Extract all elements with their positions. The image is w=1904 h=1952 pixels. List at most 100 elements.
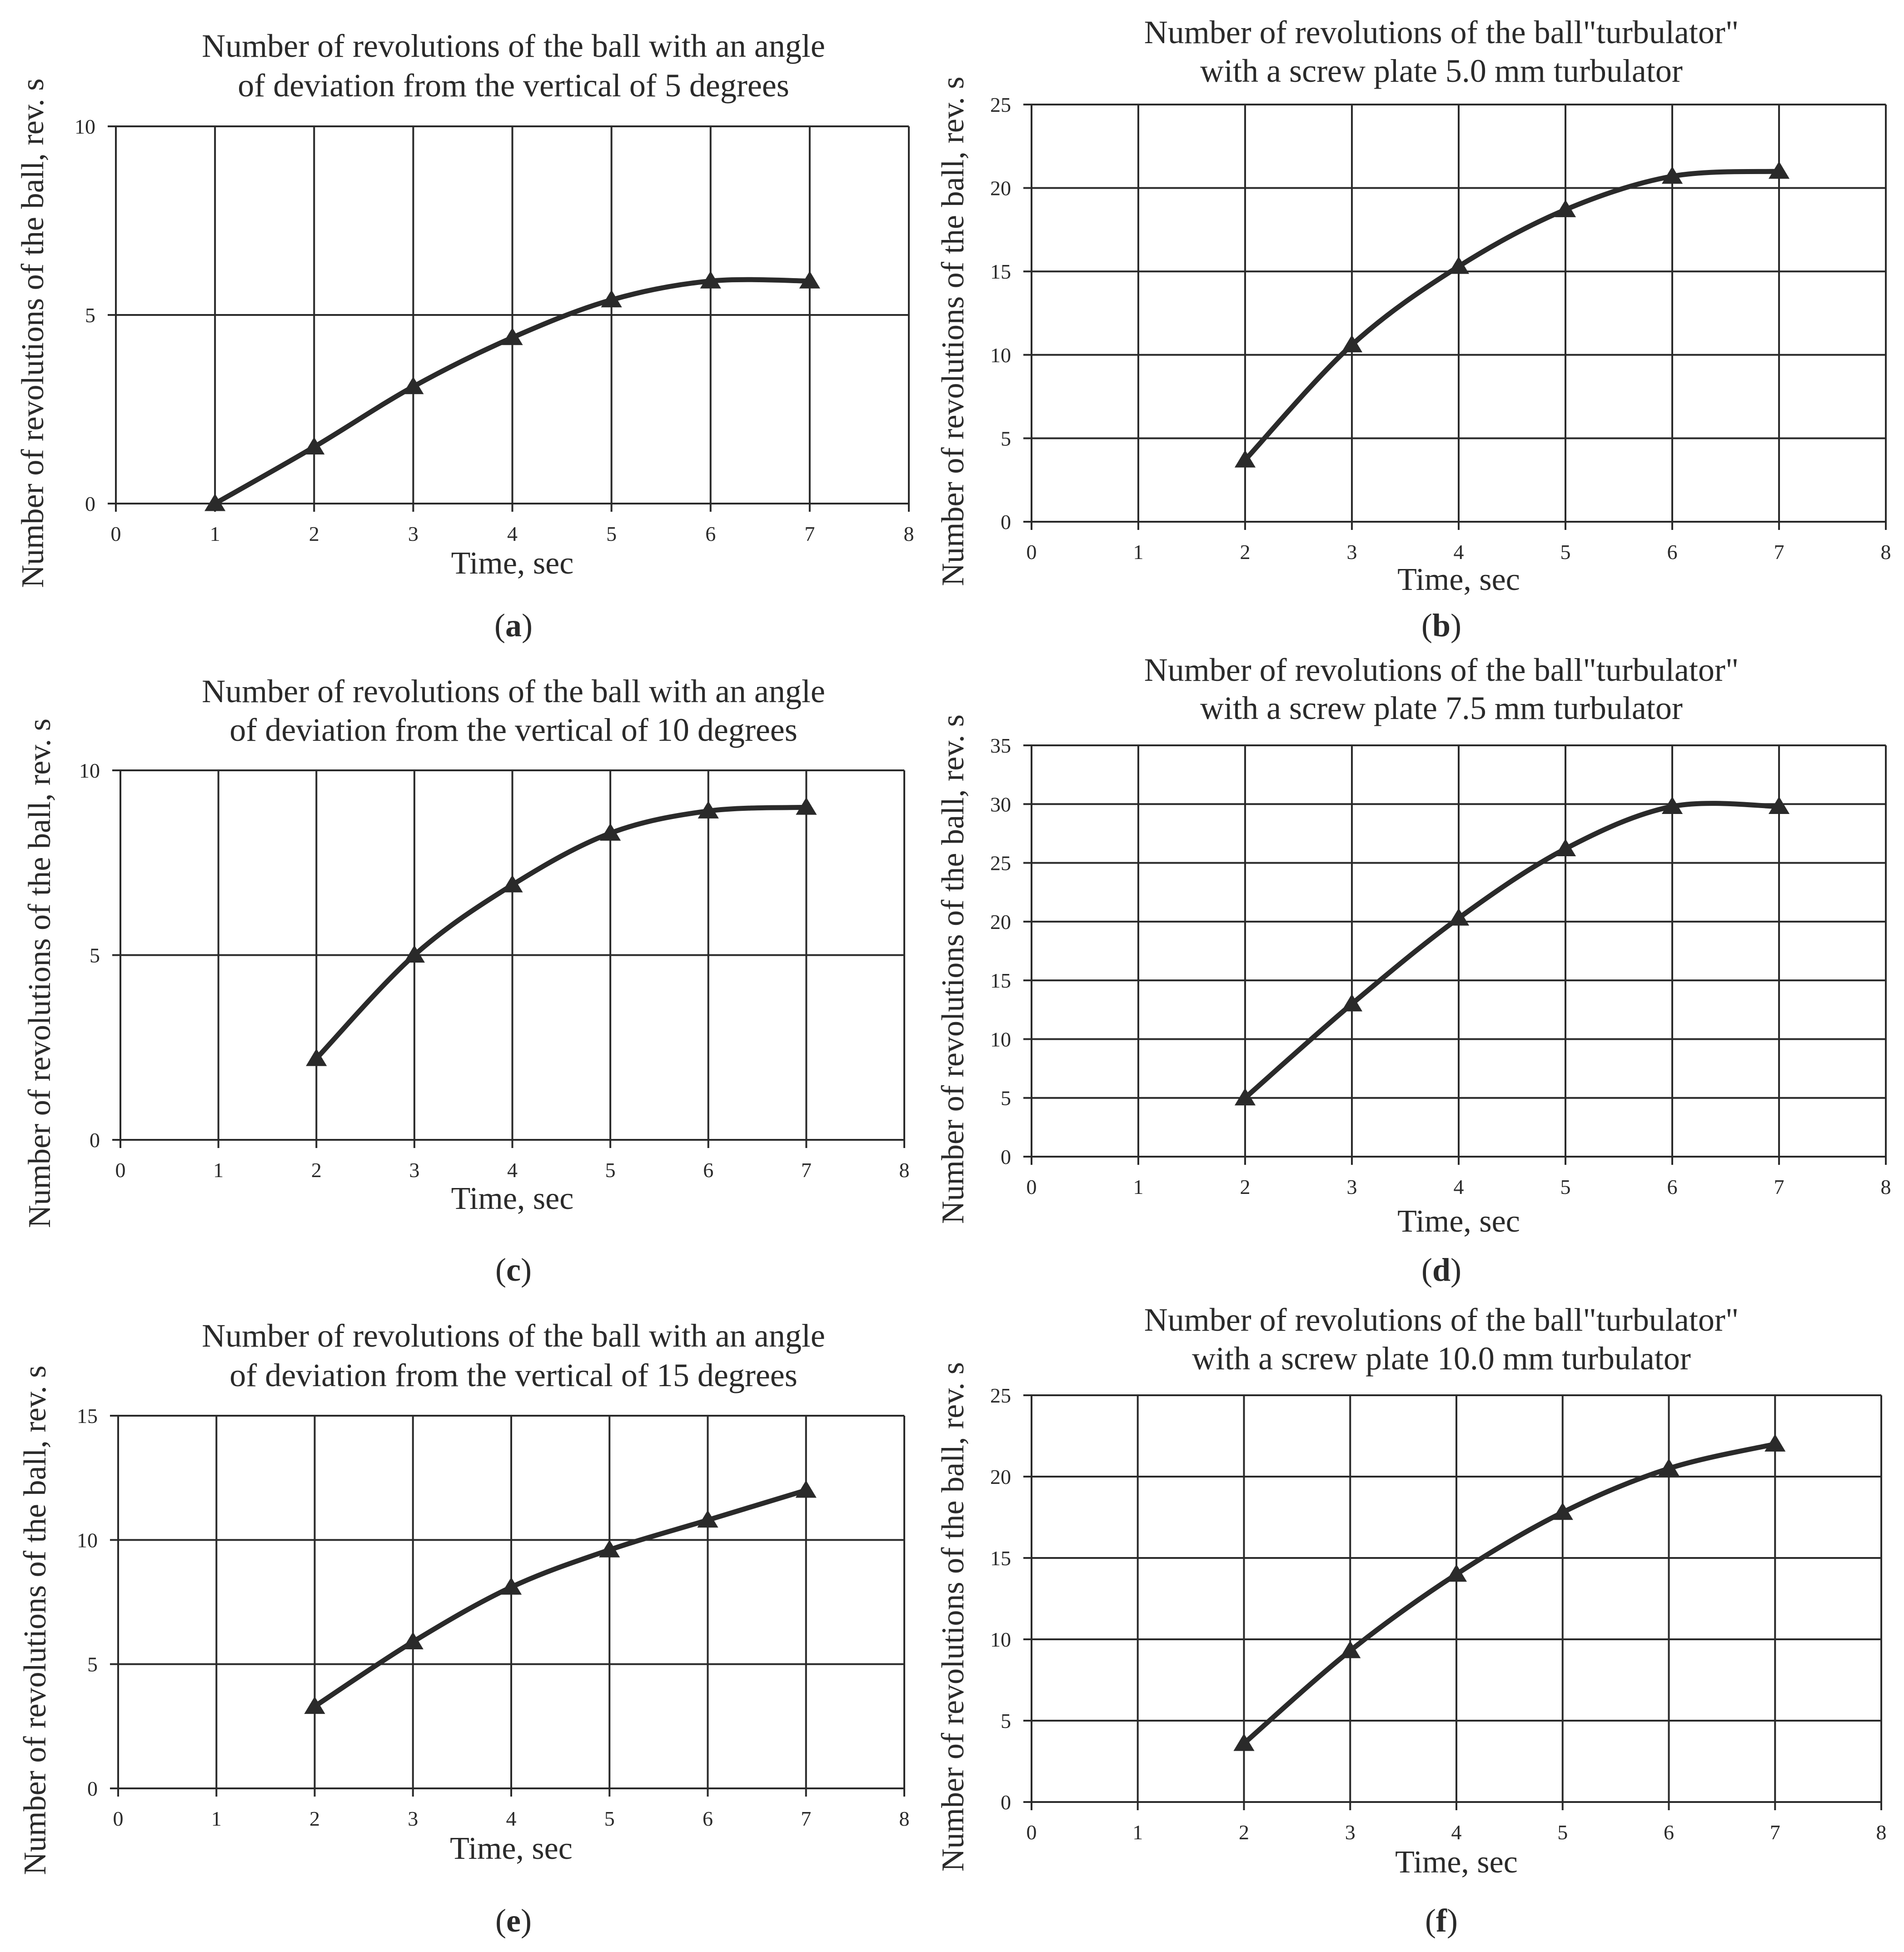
chart-panel-e: Number of revolutions of the ball with a… <box>18 1318 910 1939</box>
x-axis-label: Time, sec <box>450 1831 573 1866</box>
x-tick-label: 3 <box>1347 540 1357 564</box>
series-line <box>1242 801 1782 1101</box>
chart-title-line-1: Number of revolutions of the ball with a… <box>202 28 825 64</box>
x-tick-label: 6 <box>1667 540 1678 564</box>
x-tick-label: 7 <box>801 1807 811 1830</box>
y-tick-label: 10 <box>990 344 1011 367</box>
y-axis-label: Number of revolutions of the ball, rev. … <box>18 1365 53 1875</box>
data-point-marker <box>403 376 424 394</box>
x-tick-label: 1 <box>1133 540 1144 564</box>
data-point-marker <box>1234 1088 1256 1106</box>
x-tick-label: 5 <box>1560 1175 1571 1198</box>
chart-panel-a: Number of revolutions of the ball with a… <box>15 28 914 644</box>
y-tick-label: 15 <box>990 1547 1011 1570</box>
y-axis-label: Number of revolutions of the ball, rev. … <box>936 714 971 1224</box>
x-tick-label: 2 <box>1239 1821 1249 1844</box>
chart-title-line-2: of deviation from the vertical of 5 degr… <box>238 67 789 104</box>
x-tick-label: 2 <box>309 522 319 545</box>
x-tick-label: 8 <box>1876 1821 1887 1844</box>
data-point-marker <box>1555 200 1576 217</box>
series-line <box>314 804 809 1061</box>
chart-title-line-2: of deviation from the vertical of 10 deg… <box>229 712 797 748</box>
x-tick-label: 8 <box>899 1807 910 1830</box>
data-point-marker <box>1448 256 1470 274</box>
x-tick-label: 1 <box>1133 1175 1144 1198</box>
data-point-marker <box>1661 796 1683 814</box>
y-tick-label: 0 <box>85 492 95 515</box>
y-tick-label: 10 <box>990 1628 1011 1651</box>
y-tick-label: 10 <box>77 1528 98 1552</box>
chart-title-line-2: with a screw plate 7.5 mm turbulator <box>1200 690 1683 726</box>
y-tick-label: 25 <box>990 1384 1011 1407</box>
data-point-marker <box>600 823 621 841</box>
y-tick-label: 0 <box>87 1777 98 1800</box>
chart-panel-b: Number of revolutions of the ball"turbul… <box>936 14 1891 644</box>
x-axis-label: Time, sec <box>1397 1204 1520 1239</box>
x-tick-label: 2 <box>1240 540 1251 564</box>
x-tick-label: 0 <box>1027 540 1037 564</box>
x-tick-label: 4 <box>506 1807 517 1830</box>
data-point-marker <box>402 1632 424 1649</box>
y-tick-label: 15 <box>990 969 1011 992</box>
data-point-marker <box>1234 450 1256 468</box>
y-tick-label: 5 <box>1001 427 1011 450</box>
series-line <box>1241 1441 1778 1746</box>
x-tick-label: 3 <box>1347 1175 1357 1198</box>
x-tick-label: 7 <box>1774 540 1784 564</box>
y-tick-label: 20 <box>990 1465 1011 1488</box>
panel-caption-a: (a) <box>494 607 533 644</box>
x-tick-label: 4 <box>507 1158 518 1182</box>
y-tick-label: 20 <box>990 910 1011 934</box>
x-tick-label: 2 <box>311 1158 322 1182</box>
x-tick-label: 3 <box>408 1807 418 1830</box>
y-tick-label: 35 <box>990 734 1011 757</box>
y-tick-label: 30 <box>990 793 1011 816</box>
x-tick-label: 8 <box>904 522 914 545</box>
x-tick-label: 0 <box>115 1158 126 1182</box>
y-tick-label: 25 <box>990 852 1011 875</box>
chart-panel-f: Number of revolutions of the ball"turbul… <box>936 1302 1887 1939</box>
y-tick-label: 0 <box>1001 1145 1011 1168</box>
data-point-marker <box>1341 334 1363 353</box>
y-tick-label: 0 <box>1001 1791 1011 1814</box>
x-tick-label: 2 <box>1240 1175 1251 1198</box>
x-tick-label: 5 <box>604 1807 615 1830</box>
x-tick-label: 6 <box>1667 1175 1678 1198</box>
x-tick-label: 6 <box>703 1807 713 1830</box>
x-tick-label: 4 <box>1454 540 1464 564</box>
data-point-marker <box>304 437 325 454</box>
y-axis-label: Number of revolutions of the ball, rev. … <box>936 76 971 586</box>
x-tick-label: 8 <box>899 1158 910 1182</box>
data-point-marker <box>799 271 820 289</box>
data-point-marker <box>1233 1733 1255 1751</box>
chart-title-line-1: Number of revolutions of the ball"turbul… <box>1144 652 1739 688</box>
x-tick-label: 1 <box>213 1158 224 1182</box>
data-point-marker <box>1658 1458 1680 1476</box>
data-point-marker <box>502 327 523 345</box>
data-point-marker <box>599 1540 620 1558</box>
data-point-marker <box>1768 796 1790 814</box>
panel-caption-b: (b) <box>1421 607 1461 644</box>
x-axis-label: Time, sec <box>1395 1845 1518 1880</box>
y-axis-label: Number of revolutions of the ball, rev. … <box>936 1362 971 1872</box>
data-point-marker <box>1555 839 1576 857</box>
data-point-marker <box>1448 908 1470 926</box>
x-axis-label: Time, sec <box>451 1181 574 1216</box>
x-tick-label: 4 <box>1451 1821 1462 1844</box>
x-tick-label: 1 <box>210 522 220 545</box>
data-point-marker <box>502 875 523 893</box>
y-tick-label: 15 <box>990 260 1011 283</box>
y-axis-label: Number of revolutions of the ball, rev. … <box>22 719 57 1228</box>
x-axis-label: Time, sec <box>451 546 574 581</box>
x-tick-label: 2 <box>309 1807 320 1830</box>
data-point-marker <box>698 801 719 819</box>
x-tick-label: 3 <box>408 522 419 545</box>
data-point-marker <box>1552 1502 1573 1520</box>
y-tick-label: 20 <box>990 177 1011 200</box>
data-point-marker <box>1768 161 1790 179</box>
data-point-marker <box>500 1577 522 1595</box>
y-tick-label: 0 <box>90 1128 100 1152</box>
data-point-marker <box>404 945 425 963</box>
data-point-marker <box>796 797 817 815</box>
